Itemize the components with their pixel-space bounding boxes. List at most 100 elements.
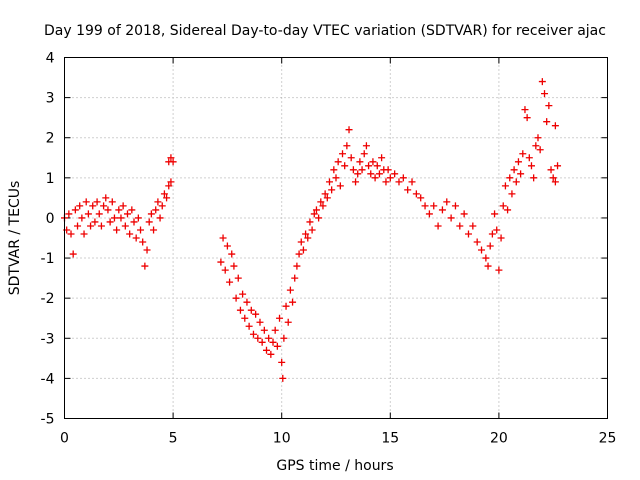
data-point bbox=[104, 206, 112, 214]
data-point bbox=[482, 254, 490, 262]
data-point bbox=[217, 258, 225, 266]
data-point bbox=[145, 218, 153, 226]
data-point bbox=[365, 162, 373, 170]
data-point bbox=[165, 182, 173, 190]
data-point bbox=[547, 166, 555, 174]
data-point bbox=[506, 174, 514, 182]
data-point bbox=[121, 222, 129, 230]
data-point bbox=[345, 126, 353, 134]
data-point bbox=[89, 202, 97, 210]
data-point bbox=[230, 262, 238, 270]
chart-title: Day 199 of 2018, Sidereal Day-to-day VTE… bbox=[44, 23, 606, 39]
data-point bbox=[247, 306, 255, 314]
data-point bbox=[258, 338, 266, 346]
data-point bbox=[226, 278, 234, 286]
data-point bbox=[150, 226, 158, 234]
x-tick-label: 0 bbox=[60, 431, 69, 447]
data-point bbox=[76, 202, 84, 210]
data-point bbox=[373, 162, 381, 170]
data-point bbox=[543, 118, 551, 126]
data-point bbox=[328, 186, 336, 194]
y-tick-label: 3 bbox=[46, 91, 55, 107]
data-point bbox=[375, 170, 383, 178]
data-point bbox=[69, 250, 77, 258]
data-point bbox=[295, 250, 303, 258]
data-point bbox=[504, 206, 512, 214]
data-point bbox=[332, 174, 340, 182]
data-point bbox=[284, 318, 292, 326]
data-point bbox=[221, 266, 229, 274]
data-point bbox=[308, 226, 316, 234]
data-point bbox=[499, 202, 507, 210]
data-point bbox=[495, 266, 503, 274]
data-point bbox=[508, 190, 516, 198]
data-point bbox=[352, 178, 360, 186]
data-point bbox=[371, 174, 379, 182]
data-point bbox=[356, 158, 364, 166]
data-point bbox=[254, 334, 262, 342]
data-point bbox=[484, 262, 492, 270]
data-point bbox=[278, 358, 286, 366]
data-point bbox=[501, 182, 509, 190]
data-point bbox=[262, 346, 270, 354]
data-point bbox=[521, 106, 529, 114]
data-points bbox=[61, 78, 562, 382]
data-point bbox=[486, 242, 494, 250]
data-point bbox=[252, 310, 260, 318]
data-point bbox=[306, 218, 314, 226]
data-point bbox=[71, 206, 79, 214]
data-point bbox=[156, 214, 164, 222]
data-point bbox=[551, 178, 559, 186]
data-point bbox=[115, 206, 123, 214]
data-point bbox=[534, 134, 542, 142]
data-point bbox=[134, 214, 142, 222]
data-point bbox=[67, 230, 75, 238]
data-point bbox=[239, 290, 247, 298]
axis-ticks bbox=[64, 57, 608, 419]
data-point bbox=[102, 194, 110, 202]
data-point bbox=[276, 314, 284, 322]
data-point bbox=[321, 190, 329, 198]
data-point bbox=[341, 162, 349, 170]
data-point bbox=[273, 342, 281, 350]
data-point bbox=[132, 234, 140, 242]
data-point bbox=[343, 142, 351, 150]
data-point bbox=[158, 202, 166, 210]
data-point bbox=[336, 182, 344, 190]
data-point bbox=[460, 210, 468, 218]
data-point bbox=[219, 234, 227, 242]
data-point bbox=[367, 170, 375, 178]
data-point bbox=[163, 194, 171, 202]
y-tick-label: -3 bbox=[41, 331, 55, 347]
x-tick-label: 15 bbox=[381, 431, 399, 447]
data-point bbox=[128, 206, 136, 214]
data-point bbox=[527, 162, 535, 170]
data-point bbox=[347, 154, 355, 162]
grid-lines bbox=[64, 57, 608, 419]
data-point bbox=[236, 306, 244, 314]
data-point bbox=[234, 274, 242, 282]
data-point bbox=[141, 262, 149, 270]
data-point bbox=[493, 226, 501, 234]
y-axis-label: SDTVAR / TECUs bbox=[7, 181, 23, 296]
data-point bbox=[395, 178, 403, 186]
data-point bbox=[243, 298, 251, 306]
data-point bbox=[167, 154, 175, 162]
data-point bbox=[139, 238, 147, 246]
data-point bbox=[382, 178, 390, 186]
data-point bbox=[130, 218, 138, 226]
data-point bbox=[523, 114, 531, 122]
data-point bbox=[289, 298, 297, 306]
y-tick-labels: -5 -4 -3 -2 -1 0 1 2 3 4 bbox=[41, 51, 55, 428]
data-point bbox=[488, 230, 496, 238]
data-point bbox=[304, 234, 312, 242]
data-point bbox=[147, 210, 155, 218]
data-point bbox=[430, 202, 438, 210]
data-point bbox=[532, 142, 540, 150]
data-point bbox=[421, 202, 429, 210]
data-point bbox=[137, 226, 145, 234]
data-point bbox=[545, 102, 553, 110]
x-axis-label: GPS time / hours bbox=[276, 458, 393, 474]
data-point bbox=[369, 158, 377, 166]
data-point bbox=[478, 246, 486, 254]
